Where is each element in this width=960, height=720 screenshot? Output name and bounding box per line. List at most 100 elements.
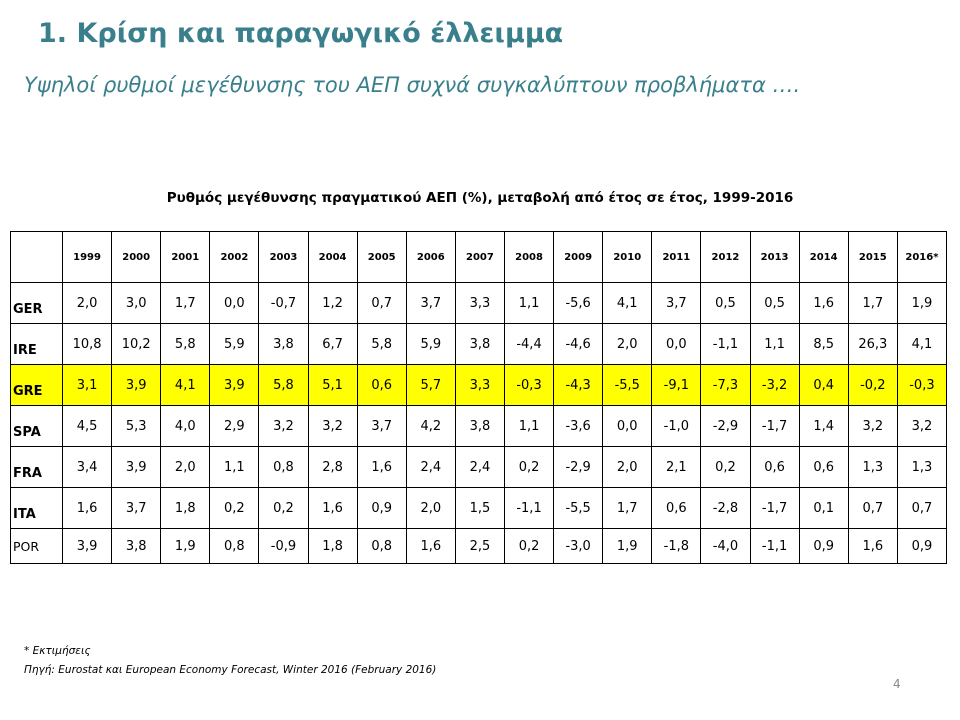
growth-value-cell: 0,6 [356,364,407,406]
growth-value-cell: 2,0 [160,446,211,488]
growth-value-cell: 3,2 [847,405,898,447]
country-label: IRE [10,323,63,365]
growth-value-cell: 1,7 [160,282,211,324]
year-header: 2009 [553,231,604,283]
growth-value-cell: 1,8 [160,487,211,529]
country-label: ITA [10,487,63,529]
growth-value-cell: 5,3 [111,405,162,447]
footnote-estimates: * Εκτιμήσεις [24,645,91,657]
growth-value-cell: 3,2 [258,405,309,447]
table-title: Ρυθμός μεγέθυνσης πραγματικού ΑΕΠ (%), μ… [166,190,794,206]
table-row: ITA 1,6 3,7 1,8 0,2 0,2 1,6 0,9 2,0 1,5 -1,1 -5,5 1,… [10,487,948,529]
year-header: 2011 [651,231,702,283]
growth-value-cell: 1,1 [503,282,555,324]
growth-value-cell: -4,4 [503,323,555,365]
growth-value-cell: 0,5 [700,282,751,324]
country-label: SPA [10,405,63,447]
year-header: 2004 [307,231,358,283]
growth-value-cell: 8,5 [798,323,849,365]
year-header: 2001 [160,231,211,283]
growth-value-cell: 1,3 [847,446,898,488]
growth-value-cell: 0,0 [602,405,653,447]
table-row: FRA 3,4 3,9 2,0 1,1 0,8 2,8 1,6 2,4 2,4 0,2 -2,9 2,0… [10,446,948,488]
growth-value-cell: 0,7 [356,282,407,324]
country-label: FRA [10,446,63,488]
growth-value-cell: 0,8 [209,528,260,564]
growth-value-cell: -1,1 [503,487,555,529]
growth-value-cell: 5,1 [307,364,358,406]
growth-value-cell: 3,3 [454,282,505,324]
growth-value-cell: 0,6 [651,487,702,529]
country-label: POR [10,528,63,564]
year-header: 2006 [405,231,456,283]
growth-value-cell: -1,8 [651,528,702,564]
year-header: 1999 [61,231,113,283]
growth-value-cell: 3,7 [651,282,702,324]
growth-value-cell: 0,6 [798,446,849,488]
growth-value-cell: 0,0 [651,323,702,365]
growth-value-cell: -2,9 [553,446,604,488]
year-header: 2003 [258,231,309,283]
growth-value-cell: 1,6 [405,528,456,564]
growth-value-cell: 0,7 [896,487,948,529]
table-row: GRE 3,1 3,9 4,1 3,9 5,8 5,1 0,6 5,7 3,3 -0,3 -4,3 -5… [10,364,948,406]
year-header: 2008 [503,231,555,283]
growth-value-cell: 0,8 [356,528,407,564]
growth-value-cell: 5,7 [405,364,456,406]
growth-value-cell: 3,2 [896,405,948,447]
growth-value-cell: 1,7 [847,282,898,324]
year-header: 2016* [896,231,948,283]
growth-value-cell: 3,8 [258,323,309,365]
growth-value-cell: 1,6 [307,487,358,529]
growth-value-cell: 0,6 [749,446,800,488]
growth-value-cell: 0,5 [749,282,800,324]
growth-value-cell: 5,8 [356,323,407,365]
table-row: SPA 4,5 5,3 4,0 2,9 3,2 3,2 3,7 4,2 3,8 1,1 -3,6 0,0… [10,405,948,447]
gdp-growth-table: 1999 2000 2001 2002 2003 2004 2005 2006 … [10,231,948,564]
growth-value-cell: 3,7 [405,282,456,324]
growth-value-cell: 3,9 [61,528,113,564]
growth-value-cell: -0,2 [847,364,898,406]
growth-value-cell: -3,6 [553,405,604,447]
growth-value-cell: -9,1 [651,364,702,406]
growth-value-cell: 1,1 [503,405,555,447]
year-header: 2013 [749,231,800,283]
page-number: 4 [893,677,901,691]
year-header: 2015 [847,231,898,283]
growth-value-cell: -5,6 [553,282,604,324]
growth-value-cell: 4,2 [405,405,456,447]
growth-value-cell: 3,9 [111,364,162,406]
growth-value-cell: 1,3 [896,446,948,488]
growth-value-cell: 3,8 [454,323,505,365]
country-label: GRE [10,364,63,406]
growth-value-cell: 4,0 [160,405,211,447]
growth-value-cell: 1,1 [749,323,800,365]
growth-value-cell: 4,1 [602,282,653,324]
growth-value-cell: 6,7 [307,323,358,365]
growth-value-cell: -4,3 [553,364,604,406]
growth-value-cell: -0,3 [503,364,555,406]
growth-value-cell: -3,2 [749,364,800,406]
year-header: 2002 [209,231,260,283]
growth-value-cell: 2,0 [602,323,653,365]
growth-value-cell: 3,9 [209,364,260,406]
growth-value-cell: 0,2 [209,487,260,529]
growth-value-cell: -2,9 [700,405,751,447]
growth-value-cell: 4,5 [61,405,113,447]
growth-value-cell: 1,9 [602,528,653,564]
growth-value-cell: -0,3 [896,364,948,406]
growth-value-cell: 1,4 [798,405,849,447]
growth-value-cell: -0,7 [258,282,309,324]
growth-value-cell: 10,8 [61,323,113,365]
growth-value-cell: 2,4 [454,446,505,488]
year-header: 2000 [111,231,162,283]
growth-value-cell: 2,1 [651,446,702,488]
growth-value-cell: -4,6 [553,323,604,365]
slide-subtitle: Υψηλοί ρυθμοί μεγέθυνσης του ΑΕΠ συχνά σ… [24,73,801,97]
growth-value-cell: -0,9 [258,528,309,564]
table-row: IRE 10,8 10,2 5,8 5,9 3,8 6,7 5,8 5,9 3,8 -4,4 -4,6… [10,323,948,365]
growth-value-cell: 2,0 [61,282,113,324]
growth-value-cell: 5,9 [405,323,456,365]
growth-value-cell: 0,9 [896,528,948,564]
growth-value-cell: 1,6 [356,446,407,488]
